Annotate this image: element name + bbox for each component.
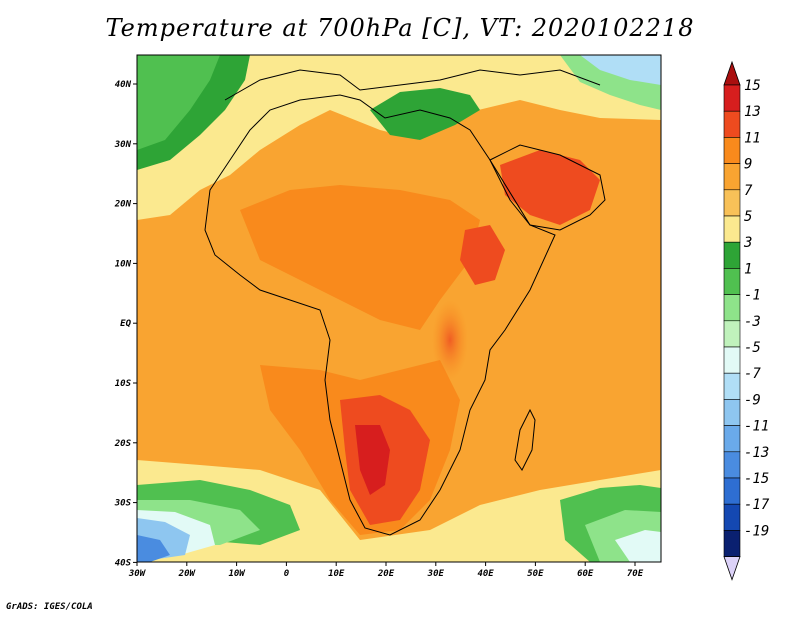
- colorbar-swatch: [723, 346, 741, 374]
- lat-label: 30N: [114, 140, 132, 150]
- field-med-green: [370, 88, 480, 140]
- lon-label: 60E: [577, 569, 594, 579]
- colorbar-swatch: [723, 268, 741, 295]
- colorbar-label: 15: [744, 78, 761, 94]
- colorbar-label: -19: [744, 523, 769, 539]
- lat-label: 10S: [115, 379, 132, 389]
- colorbar-label: 9: [744, 157, 752, 173]
- colorbar-swatch: [723, 137, 741, 164]
- field-interior-orange: [240, 185, 480, 330]
- field-arabia-hot: [500, 150, 600, 225]
- lon-label: 40E: [477, 569, 494, 579]
- colorbar-swatch: [723, 294, 741, 322]
- colorbar-label: 7: [744, 183, 753, 199]
- lon-label: 30W: [128, 569, 147, 579]
- lon-label: 30E: [427, 569, 445, 579]
- colorbar-label: -9: [744, 392, 761, 408]
- lat-label: 30S: [114, 499, 132, 509]
- lat-label: 10N: [115, 259, 132, 269]
- colorbar-label: -11: [744, 419, 769, 435]
- credit-text: GrADS: IGES/COLA: [6, 602, 93, 612]
- field-sw-deep-blue: [137, 535, 170, 562]
- colorbar-label: 5: [744, 209, 752, 225]
- colorbar-label: -15: [744, 471, 769, 487]
- colorbar-swatch: [723, 399, 741, 426]
- colorbar-swatch: [723, 425, 741, 453]
- colorbar-swatch: [723, 215, 741, 243]
- colorbar-label: -5: [744, 340, 761, 356]
- field-lakes-warm: [432, 300, 468, 380]
- coastlines: [204, 69, 606, 536]
- colorbar-label: -13: [744, 445, 769, 461]
- colorbar-label: 3: [743, 235, 752, 251]
- colorbar: 15 13 11 9 7 5 3 1 -1 -3 -5 -7 -9 -11 -13 -15 -17 -19: [723, 60, 770, 581]
- lat-label: 40N: [115, 80, 132, 90]
- lat-label: 40S: [115, 558, 132, 568]
- field-north-yellow: [137, 55, 661, 220]
- colorbar-label: -1: [744, 288, 761, 304]
- arabia-coast: [489, 144, 606, 231]
- lat-label: 20N: [114, 200, 132, 210]
- field-ethiopia-hot: [460, 225, 505, 285]
- colorbar-bottom-cap: [723, 556, 741, 581]
- map-frame: [136, 54, 662, 563]
- lat-label: EQ: [120, 319, 131, 329]
- colorbar-swatch: [723, 530, 741, 557]
- field-south-hottest: [355, 425, 390, 495]
- lat-label: 20S: [114, 439, 132, 449]
- map-title: Temperature at 700hPa [C], VT: 202010221…: [105, 14, 695, 42]
- lon-label: 10E: [328, 569, 345, 579]
- colorbar-swatch: [723, 451, 741, 479]
- colorbar-swatch: [723, 503, 741, 531]
- colorbar-swatch: [723, 477, 741, 505]
- africa-coast: [204, 94, 556, 536]
- lon-label: 0: [284, 569, 290, 579]
- colorbar-swatch: [723, 320, 741, 348]
- lon-label: 10W: [228, 569, 246, 579]
- field-ne-blue: [580, 55, 661, 85]
- colorbar-label: -7: [744, 366, 761, 382]
- colorbar-label: 1: [744, 261, 752, 277]
- colorbar-label: 11: [744, 130, 761, 146]
- colorbar-label: -3: [744, 314, 761, 330]
- latitude-axis: 40N 30N 20N 10N EQ 10S 20S 30S 40S: [114, 80, 137, 568]
- field-north-light-green: [137, 55, 220, 150]
- colorbar-top-cap: [723, 60, 741, 86]
- colorbar-swatch: [723, 110, 741, 138]
- field-se-cyan: [615, 530, 661, 562]
- colorbar-label: 13: [744, 104, 761, 120]
- colorbar-swatch: [723, 372, 741, 400]
- europe-coast: [224, 69, 601, 101]
- colorbar-label: -17: [744, 497, 770, 513]
- lon-label: 70E: [627, 569, 644, 579]
- madagascar-coast: [514, 408, 536, 471]
- colorbar-swatch: [723, 163, 741, 191]
- lon-label: 50E: [527, 569, 544, 579]
- colorbar-swatch: [723, 189, 741, 217]
- temperature-field: [137, 55, 661, 562]
- colorbar-swatch: [723, 84, 741, 112]
- lon-label: 20E: [377, 569, 395, 579]
- colorbar-swatch: [723, 241, 741, 269]
- lon-label: 20W: [178, 569, 197, 579]
- longitude-axis: 30W 20W 10W 0 10E 20E 30E 40E 50E 60E 70E: [128, 562, 644, 579]
